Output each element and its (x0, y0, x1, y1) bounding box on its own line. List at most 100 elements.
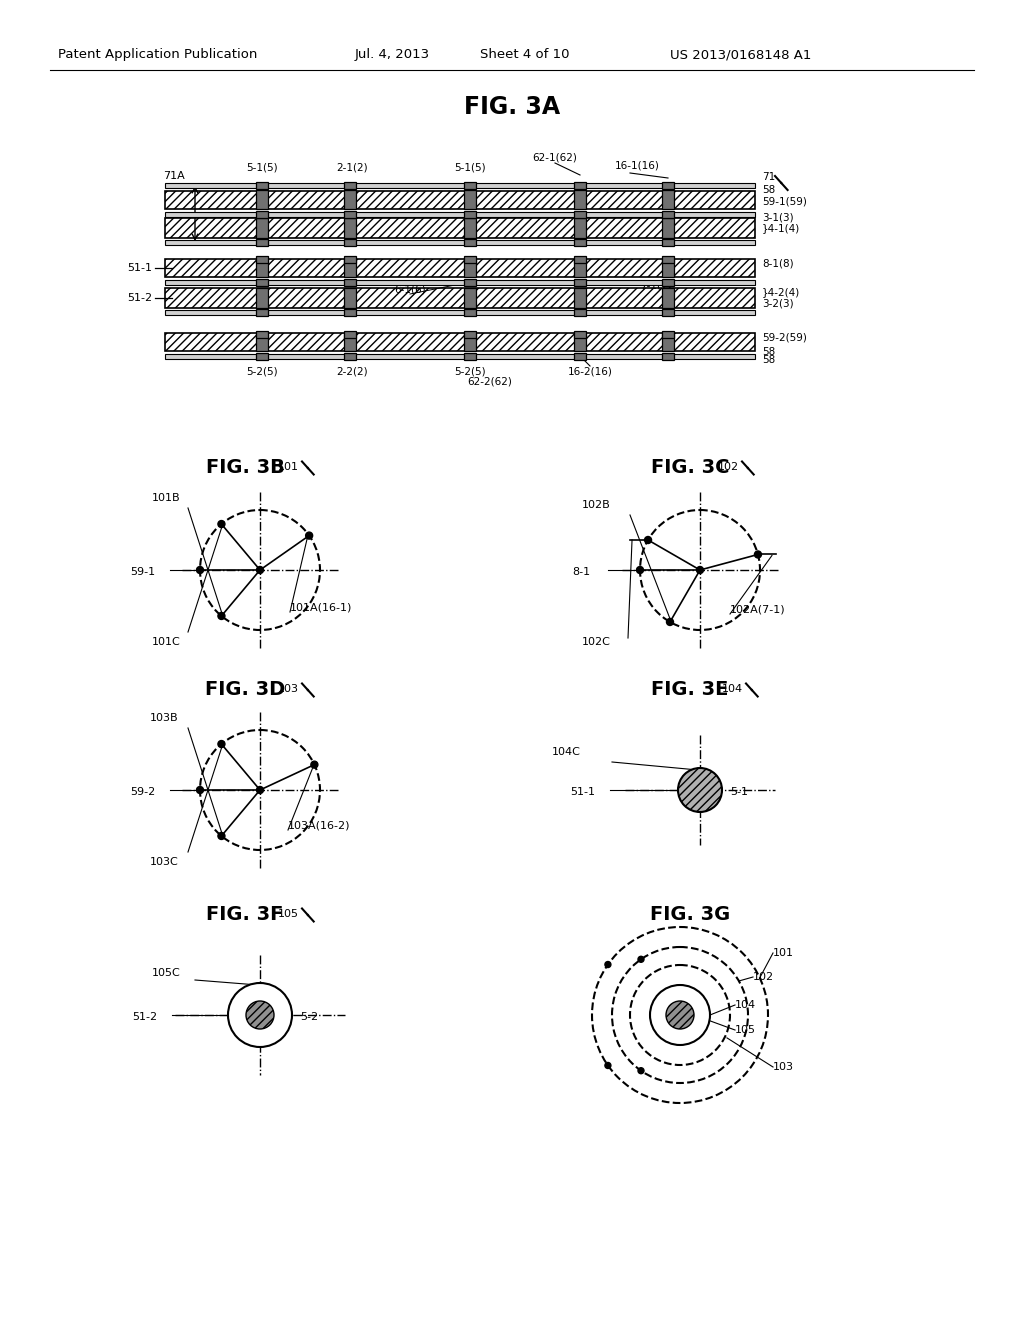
Bar (344, 218, 356, 238)
Bar (344, 259, 356, 277)
Text: 103: 103 (278, 684, 299, 694)
Text: 105C: 105C (152, 968, 181, 978)
Text: 5-1(5): 5-1(5) (455, 162, 485, 173)
Text: 3-1(3): 3-1(3) (762, 213, 794, 223)
Text: FIG. 3B: FIG. 3B (206, 458, 285, 477)
Text: 16-2(16): 16-2(16) (567, 366, 612, 376)
Bar (256, 309, 268, 315)
Bar (574, 279, 586, 285)
Bar (574, 259, 586, 277)
Bar (344, 181, 356, 189)
Text: 101: 101 (278, 462, 299, 473)
Text: Patent Application Publication: Patent Application Publication (58, 48, 257, 61)
Bar (464, 259, 476, 277)
Text: 101B: 101B (152, 492, 180, 503)
Text: 59-1: 59-1 (130, 568, 155, 577)
Text: 102A(7-1): 102A(7-1) (730, 605, 785, 615)
Circle shape (678, 768, 722, 812)
Circle shape (637, 566, 643, 573)
Bar (344, 210, 356, 218)
Bar (662, 259, 674, 277)
Bar (464, 330, 476, 338)
Bar (344, 352, 356, 359)
Bar (165, 288, 755, 308)
Text: 51-1: 51-1 (127, 263, 152, 273)
Text: 105: 105 (735, 1026, 756, 1035)
Text: 105: 105 (278, 909, 299, 919)
Bar (256, 256, 268, 263)
Bar (464, 279, 476, 285)
Bar (464, 334, 476, 351)
Text: 103: 103 (773, 1063, 794, 1072)
Text: 101C: 101C (152, 638, 181, 647)
Text: 101A(16-1): 101A(16-1) (290, 603, 352, 612)
Circle shape (218, 833, 225, 840)
Bar (464, 352, 476, 359)
Text: 102: 102 (718, 462, 739, 473)
Text: 8-1(8): 8-1(8) (762, 257, 794, 268)
Circle shape (218, 612, 225, 619)
Bar (165, 218, 755, 238)
Text: 51-2: 51-2 (132, 1012, 157, 1022)
Text: }4-2(4): }4-2(4) (762, 286, 800, 297)
Bar (256, 239, 268, 246)
Bar (256, 288, 268, 308)
Bar (464, 239, 476, 246)
Bar (574, 288, 586, 308)
Bar (165, 191, 755, 209)
Bar (165, 259, 755, 277)
Circle shape (755, 550, 762, 558)
Text: FIG. 3A: FIG. 3A (464, 95, 560, 119)
Text: 102B: 102B (582, 500, 610, 510)
Text: 3-2(3): 3-2(3) (762, 298, 794, 308)
Circle shape (228, 983, 292, 1047)
Circle shape (311, 762, 317, 768)
Text: 59-2: 59-2 (130, 787, 156, 797)
Bar (165, 211, 755, 216)
Text: 59-1(59): 59-1(59) (762, 197, 807, 207)
Bar (662, 309, 674, 315)
Circle shape (218, 520, 225, 528)
Text: Sheet 4 of 10: Sheet 4 of 10 (480, 48, 569, 61)
Bar (165, 333, 755, 351)
Bar (165, 354, 755, 359)
Text: 62-2(62): 62-2(62) (468, 376, 512, 385)
Bar (344, 256, 356, 263)
Text: 58: 58 (762, 347, 775, 356)
Circle shape (667, 619, 674, 626)
Bar (574, 218, 586, 238)
Circle shape (246, 1001, 274, 1030)
Circle shape (197, 566, 204, 573)
Bar (464, 309, 476, 315)
Text: }4-1(4): }4-1(4) (762, 223, 800, 234)
Bar (662, 181, 674, 189)
Bar (662, 330, 674, 338)
Circle shape (666, 1001, 694, 1030)
Bar (256, 259, 268, 277)
Bar (574, 181, 586, 189)
Bar (574, 334, 586, 351)
Text: 62-1(62): 62-1(62) (532, 153, 578, 162)
Bar (662, 279, 674, 285)
Bar (464, 256, 476, 263)
Bar (344, 288, 356, 308)
Bar (574, 256, 586, 263)
Text: 5-2(5): 5-2(5) (246, 366, 278, 376)
Circle shape (638, 1068, 644, 1073)
Text: 5-2: 5-2 (300, 1012, 318, 1022)
Bar (464, 210, 476, 218)
Bar (574, 210, 586, 218)
Text: 8-1: 8-1 (572, 568, 590, 577)
Text: 6-1(6): 6-1(6) (394, 284, 426, 294)
Bar (344, 279, 356, 285)
Text: 7-1(7): 7-1(7) (640, 280, 672, 290)
Bar (662, 218, 674, 238)
Bar (256, 334, 268, 351)
Bar (165, 280, 755, 285)
Bar (256, 181, 268, 189)
Text: FIG. 3F: FIG. 3F (206, 906, 284, 924)
Bar (256, 352, 268, 359)
Text: FIG. 3E: FIG. 3E (651, 680, 729, 700)
Bar (662, 256, 674, 263)
Text: 5-1(5): 5-1(5) (246, 162, 278, 173)
